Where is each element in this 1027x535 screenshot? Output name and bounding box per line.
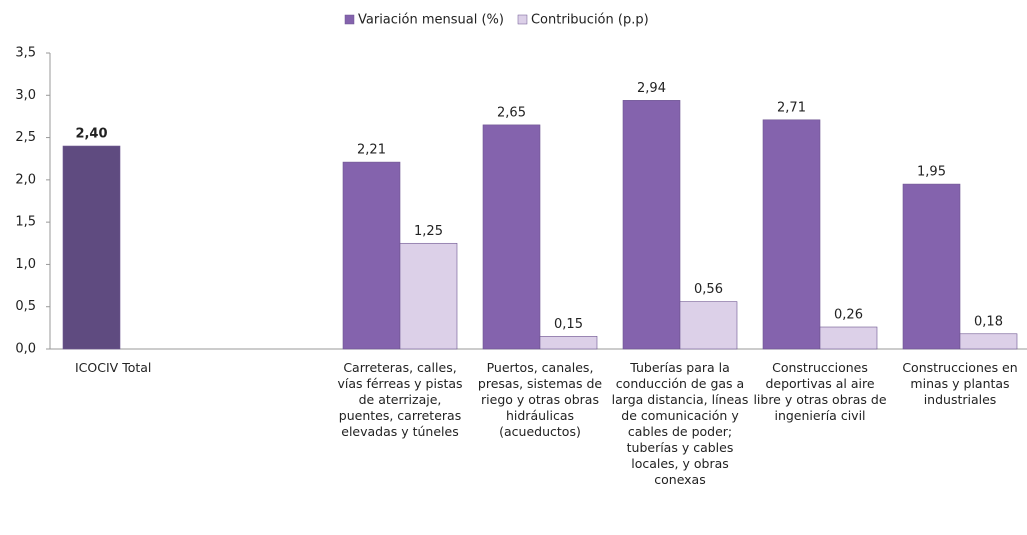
x-tick-label: Carreteras, calles, vías férreas y pista… [337, 360, 463, 439]
data-label: 2,21 [357, 143, 386, 158]
x-tick-label: ICOCIV Total [75, 360, 152, 375]
y-tick-label: 2,0 [15, 172, 36, 187]
bar [539, 336, 598, 350]
y-tick-label: 2,5 [15, 130, 36, 145]
y-tick-label: 1,5 [15, 215, 36, 230]
bar [902, 183, 961, 350]
x-tick-label: Construcciones en minas y plantas indust… [902, 360, 1018, 407]
data-label: 1,95 [917, 165, 946, 180]
data-label: 0,26 [834, 308, 863, 323]
data-label: 0,18 [974, 314, 1003, 329]
y-tick-label: 3,5 [15, 46, 36, 61]
y-tick-label: 0,0 [15, 342, 36, 357]
legend-label: Variación mensual (%) [358, 13, 504, 28]
bar [762, 119, 821, 350]
bar [62, 145, 121, 350]
bar [399, 242, 458, 350]
bar [622, 100, 681, 350]
y-tick-label: 3,0 [15, 88, 36, 103]
legend-swatch [517, 14, 528, 25]
bar [819, 326, 878, 350]
data-label: 2,94 [637, 81, 666, 96]
data-label: 1,25 [414, 224, 443, 239]
bar [959, 333, 1018, 350]
data-label: 2,65 [497, 105, 526, 120]
x-tick-label: Puertos, canales, presas, sistemas de ri… [477, 360, 603, 439]
y-tick-label: 0,5 [15, 299, 36, 314]
data-label: 2,40 [75, 127, 107, 142]
data-label: 0,56 [694, 282, 723, 297]
legend-swatch [344, 14, 355, 25]
y-tick-label: 1,0 [15, 257, 36, 272]
data-label: 2,71 [777, 100, 806, 115]
x-tick-label: Tuberías para la conducción de gas a lar… [611, 360, 749, 487]
legend-label: Contribución (p.p) [531, 13, 649, 28]
bar [679, 301, 738, 350]
bar [342, 161, 401, 350]
bar [482, 124, 541, 350]
x-tick-label: Construcciones deportivas al aire libre … [753, 360, 887, 423]
data-label: 0,15 [554, 317, 583, 332]
